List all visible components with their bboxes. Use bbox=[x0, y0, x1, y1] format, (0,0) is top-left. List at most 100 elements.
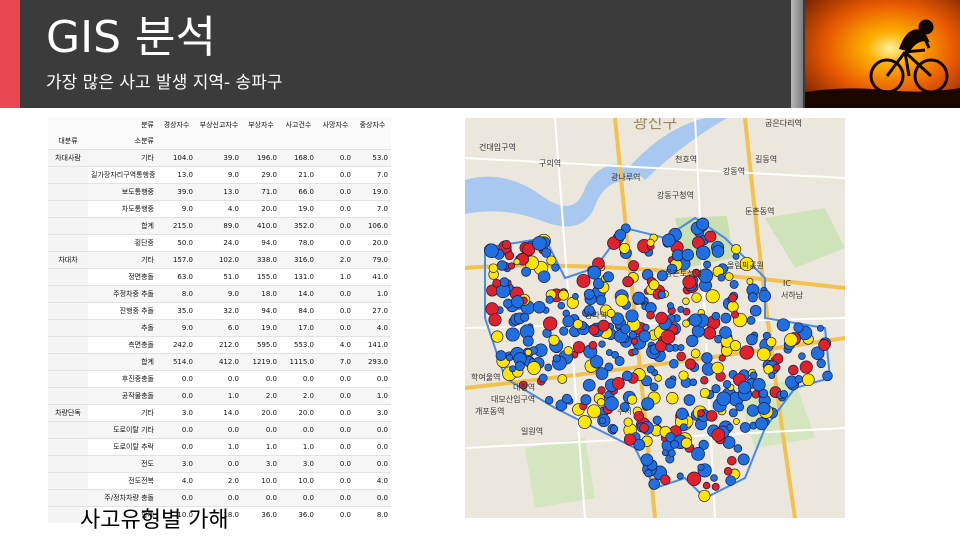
map-poi-label: 길동역 bbox=[755, 154, 777, 164]
accident-marker bbox=[621, 370, 633, 382]
accident-marker bbox=[727, 300, 739, 313]
map-poi-label: 서하남 bbox=[781, 290, 804, 300]
map-poi-label: 건대입구역 bbox=[479, 142, 516, 152]
accident-marker bbox=[572, 319, 583, 330]
value-cell: 0.0 bbox=[265, 375, 277, 383]
table-row: 차대차 기타 157.0 102.0 338.0 316.0 2.0 79.0 bbox=[48, 251, 391, 269]
accident-marker bbox=[505, 354, 514, 362]
accident-marker bbox=[492, 278, 502, 288]
accident-marker bbox=[588, 340, 598, 350]
accident-marker bbox=[491, 330, 504, 343]
value-cell: 0.0 bbox=[302, 375, 314, 383]
accident-marker bbox=[580, 394, 592, 406]
accident-marker bbox=[632, 291, 646, 305]
value-cell: 1.0 bbox=[227, 443, 239, 451]
value-cell: 0.0 bbox=[339, 239, 351, 247]
subcategory-cell: 기타 bbox=[88, 149, 157, 167]
accident-marker bbox=[696, 217, 710, 231]
accident-marker bbox=[597, 319, 610, 332]
accident-marker bbox=[488, 263, 499, 273]
accident-marker bbox=[683, 394, 696, 406]
accident-marker bbox=[698, 439, 709, 451]
value-cell: 215.0 bbox=[157, 217, 196, 235]
table-row: 도로이탈 기타 0.0 0.0 0.0 0.0 0.0 0.0 bbox=[48, 421, 391, 439]
category-cell: 차량단독 bbox=[48, 404, 88, 422]
value-cell: 3.0 bbox=[376, 409, 388, 417]
accident-marker bbox=[649, 382, 659, 392]
value-cell: 19.0 bbox=[242, 319, 280, 337]
accident-marker bbox=[697, 463, 705, 471]
category-cell bbox=[48, 455, 88, 473]
table-row: 합계 215.0 89.0 410.0 352.0 0.0 106.0 bbox=[48, 217, 391, 235]
subcategory-cell: 도로이탈 기타 bbox=[88, 421, 157, 439]
accident-marker bbox=[633, 410, 645, 422]
accident-marker bbox=[631, 348, 639, 356]
table-row: 차대사람 기타 104.0 39.0 196.0 168.0 0.0 53.0 bbox=[48, 149, 391, 167]
accident-marker bbox=[676, 351, 686, 362]
map-poi-label: 광진구 bbox=[633, 118, 677, 132]
header-cell: 분류 bbox=[88, 117, 157, 133]
accident-marker bbox=[598, 340, 606, 348]
accident-marker bbox=[520, 312, 530, 322]
subcategory-cell: 차도통행중 bbox=[121, 205, 154, 213]
value-cell: 39.0 bbox=[196, 149, 242, 167]
subcategory-cell: 합계 bbox=[88, 353, 157, 371]
category-cell bbox=[48, 506, 88, 523]
table-row: 정면충돌 63.0 51.0 155.0 131.0 1.0 41.0 bbox=[48, 268, 391, 286]
accident-marker bbox=[563, 346, 574, 356]
accident-marker bbox=[711, 245, 725, 258]
value-cell: 0.0 bbox=[196, 421, 242, 439]
accident-marker bbox=[607, 236, 621, 250]
accident-marker bbox=[522, 242, 536, 256]
value-cell: 4.0 bbox=[339, 341, 351, 349]
subcategory-cell: 공작물충돌 bbox=[88, 387, 157, 405]
accident-marker bbox=[639, 422, 650, 433]
value-cell: 0.0 bbox=[317, 387, 354, 405]
subcategory-cell: 전도 bbox=[88, 455, 157, 473]
accident-marker bbox=[705, 410, 718, 422]
accident-marker bbox=[604, 362, 614, 372]
accident-marker bbox=[606, 309, 616, 318]
accident-marker bbox=[544, 363, 553, 372]
value-cell: 79.0 bbox=[354, 251, 391, 269]
map-poi-label: 천호역 bbox=[675, 154, 697, 164]
accident-marker bbox=[641, 397, 655, 411]
subcategory-cell: 합계 bbox=[141, 511, 154, 519]
accident-marker bbox=[746, 277, 754, 285]
table-row: 후진중충돌 0.0 0.0 0.0 0.0 0.0 0.0 bbox=[48, 370, 391, 388]
value-cell: 0.0 bbox=[196, 455, 242, 473]
accident-marker bbox=[762, 331, 771, 340]
accident-marker bbox=[726, 423, 734, 431]
subcategory-cell: 횡단중 bbox=[134, 239, 154, 247]
value-cell: 3.0 bbox=[157, 455, 196, 473]
value-cell: 3.0 bbox=[181, 409, 193, 417]
accident-marker bbox=[590, 355, 604, 369]
accident-marker bbox=[698, 489, 711, 502]
accident-marker bbox=[784, 332, 798, 347]
value-cell: 0.0 bbox=[339, 409, 351, 417]
map-poi-label: 대청역 bbox=[513, 382, 535, 392]
accident-marker bbox=[710, 474, 718, 482]
slide-header: GIS 분석 가장 많은 사고 발생 지역- 송파구 bbox=[0, 0, 960, 108]
accident-marker bbox=[688, 313, 702, 327]
cyclist-sunset-image bbox=[805, 0, 960, 108]
value-cell: 2.0 bbox=[317, 251, 354, 269]
header-cell: 사고건수 bbox=[280, 117, 317, 133]
accident-marker bbox=[691, 292, 702, 303]
accident-marker bbox=[622, 276, 634, 288]
value-cell: 35.0 bbox=[177, 307, 193, 315]
subcategory-cell: 진행중 추돌 bbox=[119, 307, 154, 315]
accident-marker bbox=[717, 273, 726, 282]
subcategory-cell: 추돌 bbox=[88, 319, 157, 337]
value-cell: 0.0 bbox=[196, 489, 242, 507]
accident-marker bbox=[519, 380, 528, 390]
value-cell: 0.0 bbox=[339, 477, 351, 485]
value-cell: 78.0 bbox=[298, 239, 314, 247]
table-header-row: 대분류 소분류 bbox=[48, 133, 391, 150]
accident-marker bbox=[552, 354, 561, 363]
value-cell: 50.0 bbox=[177, 239, 193, 247]
accident-marker bbox=[728, 293, 738, 303]
accident-marker bbox=[766, 336, 777, 348]
category-cell bbox=[48, 370, 88, 388]
accident-marker bbox=[711, 482, 720, 491]
